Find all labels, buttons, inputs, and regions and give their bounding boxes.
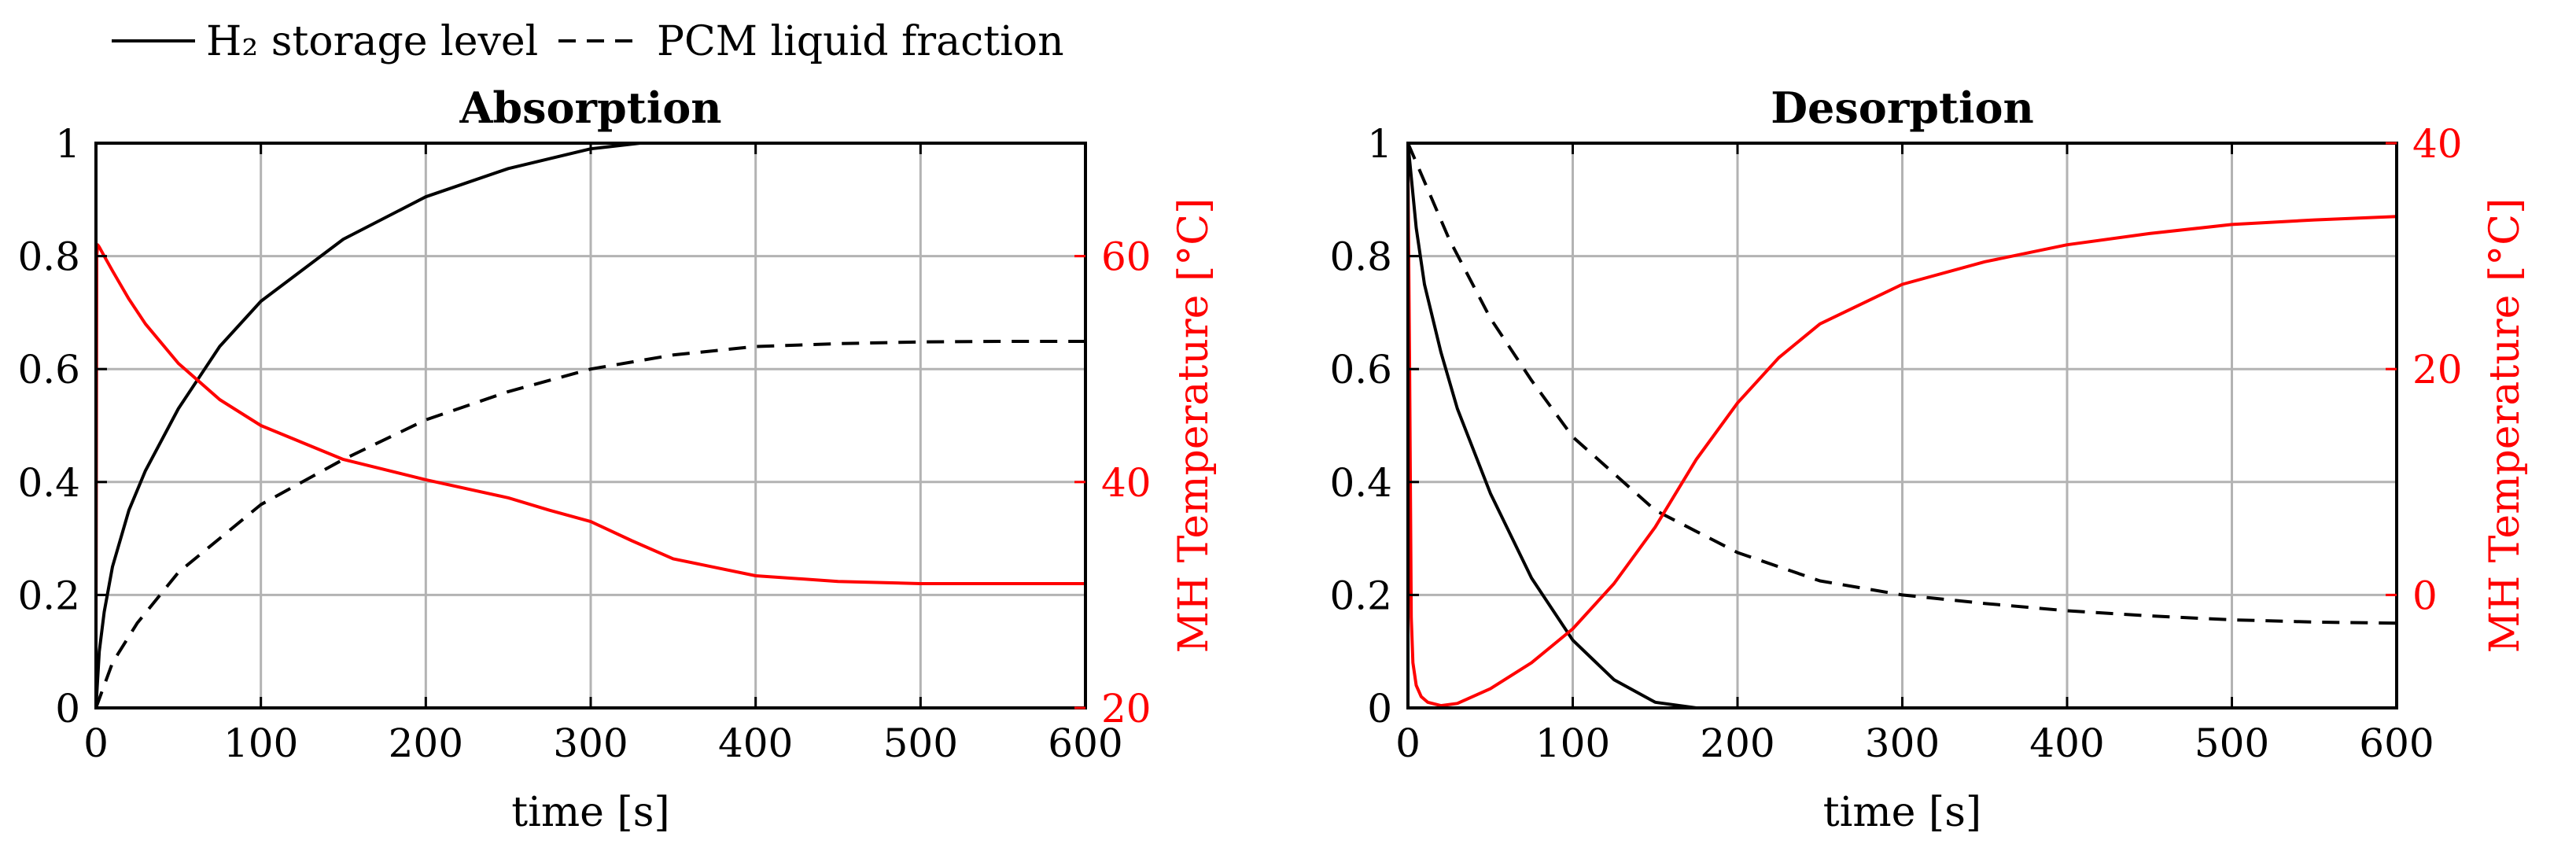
grid (1406, 142, 2398, 709)
y-tick-label-2: 0.4 (1329, 460, 1392, 506)
x-tick-label-6: 600 (1048, 720, 1122, 766)
x-tick-label-5: 500 (883, 720, 958, 766)
x-tick-label-2: 200 (389, 720, 463, 766)
legend-label-h2: H₂ storage level (206, 18, 538, 65)
absorption-chart: 0 100 200 300 400 500 600 0 0.2 0.4 0.6 0.8 1 20 40 60 A… (17, 83, 1218, 836)
y-tick-label-3: 0.6 (17, 347, 80, 392)
x-tick-label-0: 0 (1395, 720, 1421, 766)
y2-tick-label-0: 0 (2412, 573, 2438, 618)
y-tick-label-1: 0.2 (17, 573, 80, 618)
y2-tick-label-0: 20 (1101, 686, 1152, 732)
series-line-2 (94, 243, 1085, 652)
y2-tick-label-2: 60 (1101, 234, 1152, 280)
x-tick-label-5: 500 (2195, 720, 2269, 766)
legend: H₂ storage level PCM liquid fraction (112, 18, 1064, 65)
legend-label-pcm: PCM liquid fraction (657, 18, 1064, 65)
y-tick-label-4: 0.8 (17, 234, 80, 280)
x-tick-label-1: 100 (1535, 720, 1610, 766)
y2-axis-label: MH Temperature [°C] (1170, 198, 1218, 654)
y-tick-label-2: 0.4 (17, 460, 80, 506)
chart-title: Desorption (1771, 83, 2034, 133)
x-tick-label-3: 300 (553, 720, 628, 766)
x-tick-label-0: 0 (83, 720, 109, 766)
grid (94, 142, 1087, 709)
chart-title: Absorption (459, 83, 721, 133)
y-tick-label-1: 0.2 (1329, 573, 1392, 618)
y2-tick-label-1: 40 (1101, 460, 1152, 506)
y-tick-label-5: 1 (55, 121, 80, 167)
series-line-1 (1406, 142, 2397, 625)
x-tick-label-4: 400 (2029, 720, 2104, 766)
x-tick-label-1: 100 (223, 720, 298, 766)
y2-axis-label: MH Temperature [°C] (2482, 198, 2529, 654)
y2-tick-label-1: 20 (2412, 347, 2463, 392)
y-tick-label-3: 0.6 (1329, 347, 1392, 392)
x-axis-label: time [s] (511, 789, 669, 836)
series-line-2 (1406, 165, 2397, 708)
x-axis-label: time [s] (1823, 789, 1981, 836)
y2-tick-label-2: 40 (2412, 121, 2463, 167)
y-tick-label-5: 1 (1367, 121, 1392, 167)
x-tick-label-2: 200 (1700, 720, 1774, 766)
series-line-1 (94, 340, 1085, 709)
y-tick-label-4: 0.8 (1329, 234, 1392, 280)
desorption-chart: 0 100 200 300 400 500 600 0 0.2 0.4 0.6 0.8 1 0 20 40 De… (1329, 83, 2529, 836)
x-tick-label-6: 600 (2359, 720, 2434, 766)
x-tick-label-3: 300 (1865, 720, 1940, 766)
y-tick-label-0: 0 (55, 686, 80, 732)
y-tick-label-0: 0 (1367, 686, 1392, 732)
x-tick-label-4: 400 (718, 720, 793, 766)
